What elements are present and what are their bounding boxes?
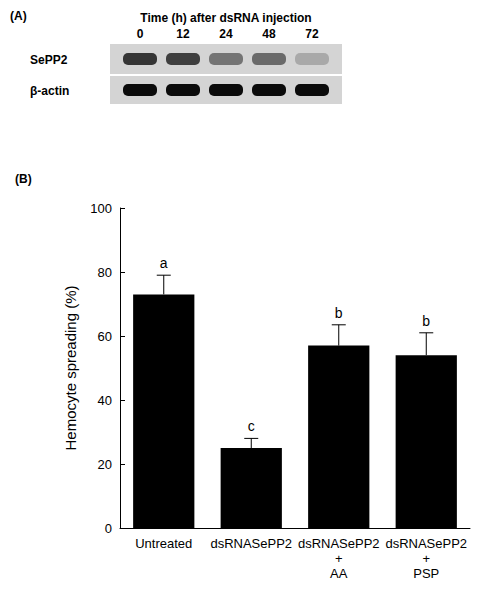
svg-text:72: 72 (305, 27, 319, 41)
svg-text:c: c (248, 418, 255, 434)
svg-text:48: 48 (262, 27, 276, 41)
svg-text:0: 0 (137, 27, 144, 41)
svg-text:80: 80 (98, 265, 112, 280)
svg-text:b: b (335, 305, 343, 321)
svg-text:(A): (A) (10, 9, 27, 23)
svg-text:Time (h) after dsRNA injection: Time (h) after dsRNA injection (140, 11, 311, 25)
svg-text:b: b (422, 313, 430, 329)
svg-text:Hemocyte spreading (%): Hemocyte spreading (%) (62, 285, 79, 450)
svg-text:20: 20 (98, 457, 112, 472)
svg-text:Untreated: Untreated (135, 536, 192, 551)
svg-text:0: 0 (105, 521, 112, 536)
svg-text:dsRNASePP2: dsRNASePP2 (210, 536, 292, 551)
svg-text:40: 40 (98, 393, 112, 408)
svg-text:12: 12 (176, 27, 190, 41)
svg-text:dsRNASePP2: dsRNASePP2 (298, 536, 380, 551)
svg-text:SePP2: SePP2 (30, 53, 68, 67)
svg-text:(B): (B) (15, 172, 32, 186)
svg-text:a: a (160, 255, 168, 271)
svg-text:PSP: PSP (413, 566, 439, 581)
svg-text:+: + (422, 551, 430, 566)
svg-text:β-actin: β-actin (30, 84, 69, 98)
svg-text:24: 24 (219, 27, 233, 41)
svg-text:60: 60 (98, 329, 112, 344)
svg-text:+: + (335, 551, 343, 566)
svg-text:AA: AA (330, 566, 348, 581)
svg-text:dsRNASePP2: dsRNASePP2 (385, 536, 467, 551)
svg-text:100: 100 (90, 201, 112, 216)
